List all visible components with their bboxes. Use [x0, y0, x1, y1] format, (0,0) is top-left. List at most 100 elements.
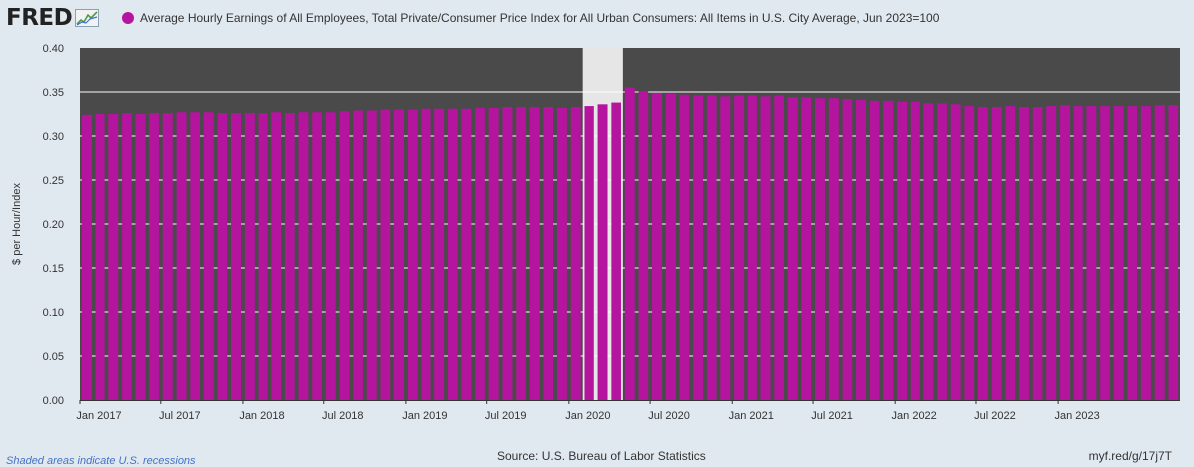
bar — [991, 106, 1002, 401]
fred-logo-text: FRED — [6, 5, 73, 31]
x-tick-label: Jul 2021 — [811, 410, 853, 422]
x-tick-label: Jan 2018 — [239, 410, 284, 422]
bar — [937, 103, 947, 400]
bar — [135, 114, 146, 400]
bar — [1046, 106, 1057, 400]
bar — [516, 106, 526, 401]
bar — [190, 112, 200, 401]
bar — [325, 112, 336, 401]
legend-marker — [122, 12, 134, 24]
y-tick-label: 0.00 — [43, 395, 64, 407]
x-tick-label: Jul 2017 — [159, 410, 201, 422]
bar — [231, 113, 242, 401]
bar — [1005, 106, 1016, 400]
y-tick-label: 0.05 — [43, 351, 64, 363]
bar — [285, 113, 295, 401]
bar — [1113, 106, 1124, 400]
bar — [693, 95, 704, 400]
x-tick-label: Jul 2018 — [322, 410, 364, 422]
bar — [434, 108, 445, 400]
x-tick-label: Jul 2020 — [648, 410, 690, 422]
bar-chart: 0.00 0.05 0.10 0.15 0.20 0.25 0.30 0.35 0.40 Jan… — [11, 43, 1180, 422]
y-axis-ticks: 0.00 0.05 0.10 0.15 0.20 0.25 0.30 0.35 0.40 — [43, 43, 64, 407]
bar — [393, 109, 404, 400]
bar — [883, 100, 894, 401]
bar — [421, 108, 431, 400]
bar — [149, 113, 159, 401]
bar — [897, 101, 908, 401]
x-axis-ticks: Jan 2017 Jul 2017 Jan 2018 Jul 2018 Jan 2019… — [76, 400, 1100, 422]
bar — [734, 95, 745, 400]
bar — [366, 110, 377, 400]
bar — [203, 112, 214, 401]
bar — [597, 104, 608, 400]
bar — [787, 97, 798, 400]
y-tick-label: 0.15 — [43, 263, 64, 275]
bar — [258, 113, 268, 401]
y-tick-label: 0.40 — [43, 43, 64, 55]
bar — [814, 98, 825, 400]
y-tick-label: 0.20 — [43, 219, 64, 231]
y-axis-label: $ per Hour/Index — [11, 183, 23, 265]
x-tick-label: Jul 2022 — [974, 410, 1016, 422]
bars — [81, 87, 1179, 401]
x-tick-label: Jan 2017 — [76, 410, 121, 422]
bar — [584, 106, 594, 400]
bar — [950, 104, 961, 400]
bar — [1086, 106, 1097, 400]
bar — [652, 92, 662, 400]
bar — [611, 102, 621, 400]
bar — [122, 113, 132, 401]
bar — [801, 97, 812, 400]
bar — [923, 103, 934, 400]
chart-header: FRED Average Hourly Earnings of All Empl… — [0, 0, 1194, 36]
bar — [910, 101, 920, 401]
bar — [162, 113, 173, 401]
bar — [543, 106, 554, 401]
recession-note: Shaded areas indicate U.S. recessions — [6, 455, 196, 467]
x-tick-label: Jan 2021 — [729, 410, 774, 422]
x-tick-label: Jan 2020 — [565, 410, 610, 422]
legend: Average Hourly Earnings of All Employees… — [122, 11, 939, 25]
bar — [461, 108, 472, 400]
bar — [447, 108, 458, 400]
bar — [407, 109, 418, 400]
bar — [217, 113, 228, 401]
y-tick-label: 0.30 — [43, 131, 64, 143]
bar — [665, 93, 676, 400]
bar — [1018, 106, 1029, 401]
bar — [856, 99, 867, 401]
bar — [475, 107, 485, 400]
bar — [529, 106, 540, 401]
bar — [774, 95, 784, 400]
bar — [638, 91, 649, 400]
bar — [1060, 105, 1071, 400]
x-tick-label: Jan 2019 — [402, 410, 447, 422]
bar — [842, 99, 853, 400]
bar — [556, 107, 567, 400]
bar — [869, 100, 880, 401]
x-tick-label: Jul 2019 — [485, 410, 527, 422]
bar — [1073, 106, 1083, 400]
x-tick-label: Jan 2023 — [1054, 410, 1099, 422]
bar — [747, 95, 757, 400]
series-title: Average Hourly Earnings of All Employees… — [140, 11, 940, 25]
short-link[interactable]: myf.red/g/17j7T — [1088, 449, 1172, 463]
bar — [964, 106, 975, 400]
bar — [679, 94, 690, 400]
fred-chart-icon — [75, 9, 100, 27]
bar — [502, 106, 513, 401]
bar — [1127, 106, 1138, 400]
fred-logo[interactable]: FRED — [6, 4, 100, 32]
bar — [570, 106, 581, 401]
bar — [1140, 106, 1151, 400]
source-credit: Source: U.S. Bureau of Labor Statistics — [497, 449, 706, 463]
bar — [108, 114, 119, 400]
bar — [488, 107, 499, 400]
bar — [244, 113, 255, 401]
bar — [312, 112, 322, 401]
bar — [95, 114, 105, 400]
bar — [339, 111, 350, 401]
bar — [1168, 105, 1179, 400]
bar — [298, 112, 309, 401]
